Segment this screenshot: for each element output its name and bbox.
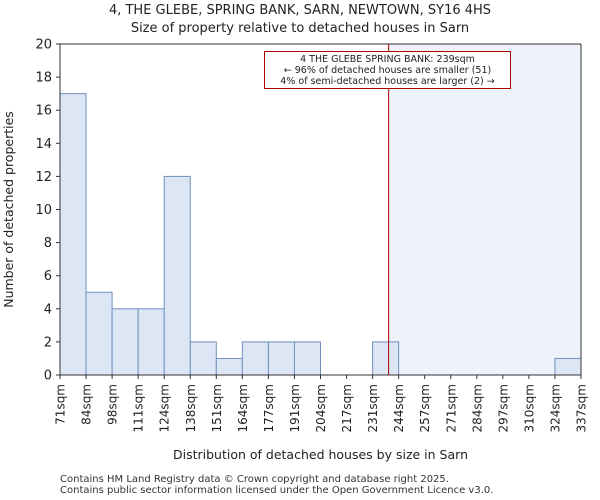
x-tick-label-98sqm: 98sqm: [106, 384, 120, 425]
y-tick-label-14: 14: [35, 137, 52, 152]
annotation-box: 4 THE GLEBE SPRING BANK: 239sqm ← 96% of…: [264, 51, 511, 89]
bar-177sqm: [267, 341, 295, 376]
x-tick-label-337sqm: 337sqm: [575, 384, 589, 432]
bar-324sqm: [554, 357, 582, 376]
x-tick-label-138sqm: 138sqm: [184, 384, 198, 432]
footer: Contains HM Land Registry data © Crown c…: [60, 474, 493, 496]
bar-124sqm: [163, 175, 191, 376]
footer-line2: Contains public sector information licen…: [60, 485, 494, 496]
x-tick-label-71sqm: 71sqm: [54, 384, 68, 425]
bar-138sqm: [189, 341, 217, 376]
x-tick-label-111sqm: 111sqm: [132, 384, 146, 432]
y-axis-label: Number of detached properties: [1, 111, 16, 308]
x-tick-label-271sqm: 271sqm: [444, 384, 458, 432]
x-tick-label-151sqm: 151sqm: [210, 384, 224, 432]
annotation-line-2: ← 96% of detached houses are smaller (51…: [283, 65, 492, 76]
x-tick-label-297sqm: 297sqm: [496, 384, 510, 432]
y-tick-label-12: 12: [35, 170, 52, 185]
y-tick-label-20: 20: [35, 38, 52, 53]
x-tick-label-310sqm: 310sqm: [522, 384, 536, 432]
bar-231sqm: [372, 341, 400, 376]
x-tick-label-164sqm: 164sqm: [236, 384, 250, 432]
chart-title-line1: 4, THE GLEBE, SPRING BANK, SARN, NEWTOWN…: [108, 3, 492, 18]
chart-title-line2: Size of property relative to detached ho…: [130, 21, 470, 36]
annotation-line-1: 4 THE GLEBE SPRING BANK: 239sqm: [300, 54, 475, 65]
x-tick-label-284sqm: 284sqm: [470, 384, 484, 432]
chart-title: 4, THE GLEBE, SPRING BANK, SARN, NEWTOWN…: [0, 2, 600, 38]
y-tick-label-4: 4: [44, 302, 52, 317]
highlight-region: [388, 44, 581, 375]
x-tick-label-204sqm: 204sqm: [314, 384, 328, 432]
annotation-line-3: 4% of semi-detached houses are larger (2…: [280, 76, 495, 87]
y-tick-label-2: 2: [44, 335, 52, 350]
bar-71sqm: [59, 93, 87, 376]
x-tick-label-324sqm: 324sqm: [548, 384, 562, 432]
y-tick-label-0: 0: [44, 369, 52, 384]
x-tick-label-231sqm: 231sqm: [366, 384, 380, 432]
x-tick-label-244sqm: 244sqm: [392, 384, 406, 432]
x-tick-label-84sqm: 84sqm: [80, 384, 94, 425]
bar-84sqm: [85, 291, 113, 376]
y-tick-label-18: 18: [35, 71, 52, 86]
y-tick-label-6: 6: [44, 269, 52, 284]
bar-98sqm: [111, 308, 139, 376]
x-tick-label-177sqm: 177sqm: [262, 384, 276, 432]
y-tick-label-8: 8: [44, 236, 52, 251]
y-tick-label-16: 16: [35, 104, 52, 119]
bar-164sqm: [241, 341, 269, 376]
y-tick-label-10: 10: [35, 203, 52, 218]
x-tick-label-191sqm: 191sqm: [288, 384, 302, 432]
x-tick-label-124sqm: 124sqm: [158, 384, 172, 432]
x-tick-label-217sqm: 217sqm: [340, 384, 354, 432]
bar-191sqm: [293, 341, 322, 376]
footer-line1: Contains HM Land Registry data © Crown c…: [60, 474, 449, 485]
bar-111sqm: [137, 308, 165, 376]
bar-151sqm: [215, 357, 243, 376]
x-tick-label-257sqm: 257sqm: [418, 384, 432, 432]
x-axis-label: Distribution of detached houses by size …: [173, 447, 468, 462]
